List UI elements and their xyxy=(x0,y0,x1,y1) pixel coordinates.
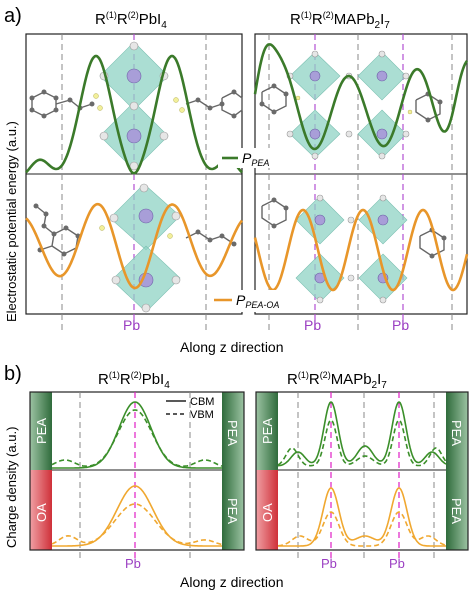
legend-cbm-label: CBM xyxy=(190,396,214,408)
pea-potential-curve-right xyxy=(253,43,469,151)
cbm-curve-pea-right xyxy=(277,401,447,467)
panel-b-left-frame xyxy=(29,391,245,551)
panel-b-title-left: R(1)R(2)PbI4 xyxy=(98,370,170,391)
svg-text:R(1)R(2)MAPb2I7: R(1)R(2)MAPb2I7 xyxy=(290,10,390,31)
panel-b-guides xyxy=(79,392,435,562)
panel-a-i-atoms xyxy=(99,41,410,313)
cbm-curve-oa-right xyxy=(278,487,446,547)
vbm-curve-pea-right xyxy=(277,419,447,467)
panel-b-left-pea-bar xyxy=(30,392,52,470)
cbm-curve-pea-left xyxy=(52,401,222,469)
vbm-curve-oa-right xyxy=(277,511,447,547)
panel-a-right-octahedra xyxy=(289,51,408,303)
panel-a-legend-bottom: PPEA-OA xyxy=(210,290,300,312)
panel-b-pb-label-1: Pb xyxy=(125,556,141,571)
panel-b-left-right-pea-bar xyxy=(222,392,244,550)
svg-text:R(1)R(2)MAPb2I7: R(1)R(2)MAPb2I7 xyxy=(287,370,387,391)
panel-a-xlabel: Along z direction xyxy=(180,339,284,355)
panel-a-ylabel: Electrostatic potential energy (a.u.) xyxy=(4,121,19,322)
panel-b2-side-label-pea-right-bottom: PEA xyxy=(449,498,464,524)
pea-oa-potential-curve-right xyxy=(253,208,469,292)
panel-b-right-right-pea-bar xyxy=(446,392,468,550)
pea-potential-curve-left xyxy=(25,54,243,175)
panel-b-xlabel: Along z direction xyxy=(180,574,284,590)
svg-text:R(1)R(2)PbI4: R(1)R(2)PbI4 xyxy=(95,10,167,31)
panel-a-letter: a) xyxy=(4,5,22,27)
panel-a-pb-label-2: Pb xyxy=(304,317,321,333)
vbm-curve-pea-left xyxy=(51,409,223,467)
panel-b2-side-label-oa-left: OA xyxy=(260,503,275,522)
panel-a-legend-top: PPEA xyxy=(218,148,276,168)
panel-a-carbon-atoms xyxy=(29,83,447,259)
panel-a-pb-label-1: Pb xyxy=(123,317,140,333)
panel-a-pb-label-3: Pb xyxy=(392,317,409,333)
panel-b-pb-lines xyxy=(134,392,400,562)
panel-a-title-right: R(1)R(2)MAPb2I7 xyxy=(290,10,390,31)
panel-b-right-oa-bar xyxy=(256,470,278,550)
panel-b-side-label-pea-right-bottom: PEA xyxy=(225,498,240,524)
panel-b-pb-label-2: Pb xyxy=(321,556,337,571)
panel-b-side-label-oa-left: OA xyxy=(34,503,49,522)
panel-b2-side-label-pea-left: PEA xyxy=(260,418,275,444)
pea-oa-potential-curve-left xyxy=(25,202,244,290)
panel-b-side-label-pea-right-top: PEA xyxy=(225,420,240,446)
panel-b-legend: CBM VBM xyxy=(166,396,214,421)
panel-a-title-left: R(1)R(2)PbI4 xyxy=(95,10,167,31)
panel-a-pb-atoms xyxy=(126,68,389,288)
panel-b-right-pea-bar xyxy=(256,392,278,470)
panel-b-side-label-pea-left: PEA xyxy=(34,418,49,444)
panel-b-pb-label-3: Pb xyxy=(389,556,405,571)
panel-b2-side-label-pea-right-top: PEA xyxy=(449,420,464,446)
cbm-curve-oa-left xyxy=(52,485,222,547)
panel-b-ylabel: Charge density (a.u.) xyxy=(4,427,19,548)
panel-b-title-right: R(1)R(2)MAPb2I7 xyxy=(287,370,387,391)
legend-vbm-label: VBM xyxy=(190,409,214,421)
panel-b-letter: b) xyxy=(4,363,22,385)
svg-text:R(1)R(2)PbI4: R(1)R(2)PbI4 xyxy=(98,370,170,391)
panel-b-left-oa-bar xyxy=(30,470,52,550)
panel-b-right-frame xyxy=(255,391,469,551)
vbm-curve-oa-left xyxy=(51,503,223,546)
panel-a-left-octahedra xyxy=(99,41,181,313)
panel-a-h-atoms xyxy=(93,93,413,239)
